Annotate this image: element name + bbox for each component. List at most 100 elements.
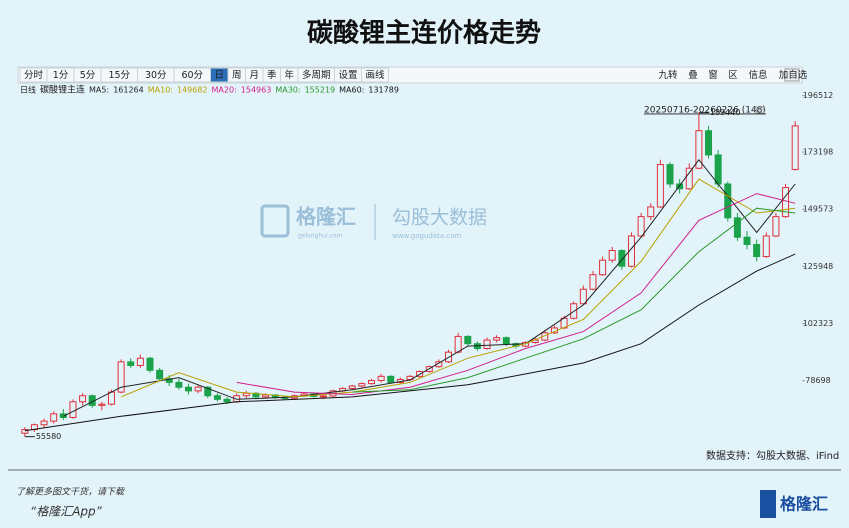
candle-body — [204, 386, 212, 397]
toolbar-label[interactable]: 周 — [232, 70, 242, 81]
candle-body — [724, 183, 732, 219]
toolbar-label[interactable]: 信息 — [748, 69, 767, 81]
y-tick-label: 173198 — [803, 148, 834, 157]
toolbar-label[interactable]: 区 — [728, 70, 738, 81]
y-tick-label: 149573 — [803, 205, 834, 214]
range-label: 20250716-20260226 (148) — [644, 106, 766, 116]
footer-text: 了解更多图文干货，请下载 — [16, 487, 125, 498]
toolbar-label[interactable]: 画线 — [365, 69, 385, 81]
source: 数据支持：勾股大数据、iFind — [706, 449, 839, 462]
toolbar-label[interactable]: 叠 — [688, 70, 698, 81]
candle-body — [98, 403, 106, 406]
candle-body — [656, 164, 664, 208]
candle-body — [21, 429, 29, 434]
toolbar-label[interactable]: 设置 — [338, 70, 357, 81]
candle-body — [637, 216, 645, 237]
candle-body — [69, 401, 77, 418]
toolbar-label[interactable]: 月 — [249, 70, 259, 81]
candle-body — [483, 339, 491, 350]
candle-body — [454, 335, 462, 353]
legend-text: 154963 — [241, 86, 272, 95]
candle-body — [618, 250, 626, 267]
candle-body — [695, 130, 703, 169]
watermark: 勾股大数据 — [392, 207, 487, 229]
ma-line — [236, 193, 796, 396]
y-tick-label: 125948 — [803, 262, 834, 271]
toolbar-label[interactable]: 日 — [214, 70, 224, 81]
toolbar-label[interactable]: 年 — [284, 69, 294, 81]
legend-text: 149682 — [177, 86, 208, 95]
candle-body — [262, 394, 270, 398]
toolbar-label[interactable]: 30分 — [145, 70, 167, 81]
legend-text: MA60: — [339, 86, 364, 95]
candle-body — [175, 381, 183, 388]
ma-line — [352, 207, 796, 393]
candle-body — [358, 383, 366, 387]
candle-body — [319, 395, 327, 398]
high-label: 189440 — [710, 108, 741, 117]
candle-body — [367, 379, 375, 385]
candle-body — [377, 375, 385, 381]
toolbar-label[interactable]: 多周期 — [302, 69, 331, 81]
toolbar-label[interactable]: 九转 — [658, 69, 678, 81]
toolbar-icon[interactable] — [784, 68, 800, 82]
candle-body — [136, 357, 144, 366]
candle-body — [127, 361, 135, 366]
lock-icon — [756, 106, 765, 114]
legend-text: 日线 — [20, 85, 36, 95]
candle-body — [599, 259, 607, 276]
y-tick-label: 196512 — [803, 91, 834, 100]
candle-body — [762, 235, 770, 258]
logo-icon — [760, 490, 776, 518]
legend-text: MA30: — [275, 86, 300, 95]
candle-body — [464, 335, 472, 345]
legend-text: MA5: — [89, 86, 109, 95]
toolbar-label[interactable]: 季 — [267, 69, 277, 81]
candle-body — [743, 236, 751, 245]
candle-body — [589, 274, 597, 290]
footer-logo: 格隆汇 — [780, 495, 828, 514]
candle-body — [791, 125, 799, 170]
toolbar-label[interactable]: 1分 — [53, 70, 69, 81]
candle-body — [608, 250, 616, 261]
candle-body — [79, 395, 87, 403]
legend-text: 碳酸锂主连 — [40, 84, 85, 96]
candle-body — [59, 413, 67, 418]
toolbar-label[interactable]: 15分 — [108, 70, 130, 81]
toolbar-label[interactable]: 分时 — [24, 69, 44, 81]
candle-body — [714, 154, 722, 185]
low-label: 55580 — [36, 432, 61, 441]
candle-body — [117, 361, 125, 393]
toolbar-button[interactable] — [361, 67, 389, 83]
candle-body — [146, 357, 154, 371]
y-tick-label: 78698 — [805, 376, 830, 385]
candle-body — [685, 167, 693, 190]
watermark-sub: www.gogudata.com — [392, 232, 461, 240]
candle-body — [753, 243, 761, 258]
legend-text: 161264 — [113, 86, 144, 95]
y-tick-label: 102323 — [803, 319, 834, 328]
toolbar-label[interactable]: 60分 — [181, 70, 203, 81]
candle-body — [223, 398, 231, 403]
legend-text: 131789 — [368, 86, 399, 95]
candle-body — [50, 413, 58, 422]
candle-body — [705, 130, 713, 156]
candle-body — [348, 385, 356, 389]
toolbar-label[interactable]: 5分 — [80, 70, 96, 81]
candle-body — [242, 392, 250, 397]
chart-title: 碳酸锂主连价格走势 — [307, 18, 541, 49]
candle-body — [627, 235, 635, 267]
candle-body — [733, 217, 741, 238]
ma-line — [63, 158, 796, 417]
ma-line — [120, 178, 796, 398]
candle-body — [213, 395, 221, 400]
candle-body — [194, 386, 202, 392]
watermark: 格隆汇 — [296, 205, 356, 229]
toolbar-label[interactable]: 窗 — [708, 69, 718, 81]
toolbar-label[interactable]: 加自选 — [779, 69, 808, 81]
watermark-sub: gelonghui.com — [298, 233, 343, 240]
legend-text: MA20: — [212, 86, 237, 95]
candle-body — [666, 164, 674, 185]
